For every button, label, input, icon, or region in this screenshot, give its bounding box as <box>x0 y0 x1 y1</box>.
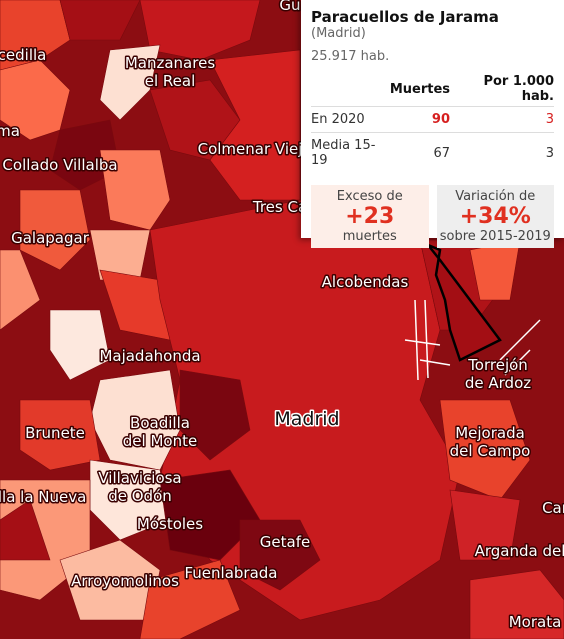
place-label: el Real <box>145 72 196 90</box>
column-header: Por 1.000 hab. <box>483 74 554 104</box>
place-label: Getafe <box>260 533 310 551</box>
place-label: cedilla <box>0 46 46 64</box>
region <box>239 519 321 591</box>
place-label: Brunete <box>25 424 85 442</box>
place-label: del Campo <box>450 442 531 460</box>
box-bottom: sobre 2015-2019 <box>439 229 551 244</box>
box-value: +23 <box>345 204 395 229</box>
summary-box: Variación de +34% sobre 2015-2019 <box>436 185 554 248</box>
region <box>99 44 161 121</box>
stats-table: Muertes Por 1.000 hab. En 2020 90 3 Media 15… <box>311 72 554 173</box>
region <box>139 0 261 61</box>
place-label: del Monte <box>123 432 197 450</box>
runways <box>404 299 451 381</box>
box-top: Variación de <box>455 189 536 204</box>
place-label: Alcobendas <box>322 273 409 291</box>
place-label: Collado Villalba <box>2 156 117 174</box>
region <box>99 149 171 231</box>
region <box>0 0 71 71</box>
place-label: Galapagar <box>11 229 90 247</box>
stat-value: 3 <box>450 106 554 133</box>
stat-value: 3 <box>450 132 554 173</box>
box-value: +34% <box>459 204 531 229</box>
tooltip-province: (Madrid) <box>311 26 366 41</box>
region <box>469 569 564 639</box>
place-label: Tres Ca <box>252 198 307 216</box>
place-label: de Ardoz <box>465 374 531 392</box>
table-row: En 2020 90 3 <box>311 106 554 133</box>
place-label: Gu <box>279 0 300 14</box>
place-label: Arganda del <box>475 542 564 560</box>
column-header: Muertes <box>389 81 451 97</box>
region <box>0 499 51 561</box>
row-label: En 2020 <box>311 106 390 133</box>
region <box>19 399 101 471</box>
place-label: Fuenlabrada <box>184 564 277 582</box>
box-bottom: muertes <box>342 229 397 244</box>
stat-value: 90 <box>389 106 451 133</box>
table-row: Media 15-19 67 3 <box>311 132 554 173</box>
region <box>449 489 521 561</box>
region <box>139 559 241 639</box>
summary-box: Exceso de +23 muertes <box>311 185 429 248</box>
place-label: de Odón <box>108 487 172 505</box>
region <box>59 0 141 41</box>
place-label: Colmenar Viej <box>198 140 303 158</box>
tooltip-population: 25.917 hab. <box>311 49 390 64</box>
place-label: Morata <box>509 613 562 631</box>
place-label: Móstoles <box>137 515 203 533</box>
region <box>49 119 121 191</box>
place-label: Boadilla <box>130 414 190 432</box>
place-label: Mejorada <box>455 424 525 442</box>
place-label: Madrid <box>274 408 339 430</box>
region <box>49 309 111 381</box>
stat-value: 67 <box>389 132 451 173</box>
region <box>179 369 251 461</box>
place-label: Villaviciosa <box>98 469 181 487</box>
place-label: ma <box>0 122 20 140</box>
place-label: Majadahonda <box>99 347 200 365</box>
place-label: Torrejón <box>467 356 528 374</box>
tooltip: Paracuellos de Jarama (Madrid) 25.917 ha… <box>301 0 564 248</box>
box-top: Exceso de <box>336 189 403 204</box>
place-label: Car <box>542 499 564 517</box>
place-label: illa la Nueva <box>0 488 86 506</box>
tooltip-title: Paracuellos de Jarama <box>311 8 499 26</box>
row-label: Media 15-19 <box>311 132 390 173</box>
place-label: Arroyomolinos <box>71 572 179 590</box>
region <box>19 189 91 271</box>
place-label: Manzanares <box>125 54 215 72</box>
region <box>89 229 151 281</box>
region <box>209 49 301 201</box>
region <box>0 249 41 331</box>
selected-municipality[interactable] <box>427 243 502 362</box>
region <box>439 399 531 501</box>
runways <box>499 319 541 376</box>
airport <box>404 299 541 381</box>
